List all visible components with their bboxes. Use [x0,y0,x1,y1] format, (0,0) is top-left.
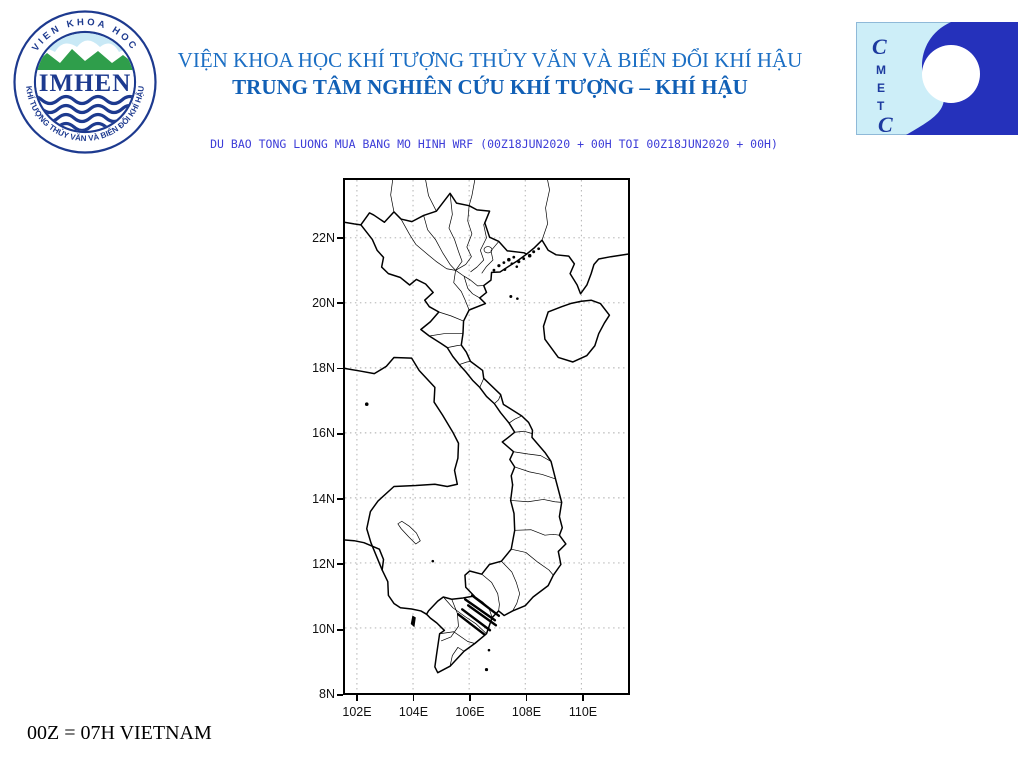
y-axis-label-22N: 22N [312,230,335,245]
map-plot-region: 22N 20N 18N 16N 14N 12N 10N 8N 102E 104E 106E 108E 1… [280,170,720,745]
y-axis-tick [337,237,343,239]
metc-letter-c1: C [872,34,887,59]
y-axis-tick [337,694,343,696]
laos-thailand-border [345,356,460,485]
y-axis-label-16N: 16N [312,426,335,441]
y-axis-tick [337,432,343,435]
cambodia-thailand-border [366,483,459,571]
x-axis-label-106E: 106E [455,705,485,719]
mekong-estuary-channels [457,594,501,636]
map-frame [343,178,630,695]
y-axis-tick [337,563,343,566]
metc-letter-t: T [877,99,885,113]
metc-letters: C M E T C [872,34,893,137]
con-dao-island [484,667,489,672]
china-vietnam-border [360,192,528,255]
lat-lon-gridlines [345,180,628,693]
imhen-logo: IMHEN VIEN KHOA HOC KHÍ TƯỢNG THỦY VĂN V… [10,4,160,154]
y-axis-label-12N: 12N [312,556,335,571]
institute-title: VIỆN KHOA HỌC KHÍ TƯỢNG THỦY VĂN VÀ BIẾN… [177,48,803,72]
y-axis-tick [337,498,343,501]
y-axis-label-10N: 10N [312,622,335,637]
china-coast [525,239,628,295]
tonle-sap-lake [397,520,421,545]
metc-logo-graphic: C M E T C [856,22,1018,137]
metc-letter-m: M [876,63,886,77]
y-axis-tick [337,302,343,305]
x-axis-tick [469,695,471,701]
x-axis-label-102E: 102E [342,705,372,719]
center-title: TRUNG TÂM NGHIÊN CỨU KHÍ TƯỢNG – KHÍ HẬU [232,75,748,99]
metc-white-swoosh [922,45,980,103]
vietnam-map [345,180,628,693]
imhen-mountains [36,49,134,72]
imhen-acronym: IMHEN [39,70,132,97]
gulf-of-thailand-coast [345,539,428,615]
hainan-island [542,299,611,363]
metc-letter-c2: C [878,112,893,135]
x-axis-label-104E: 104E [398,705,429,719]
vietnam-laos-border [360,224,516,486]
china-laos-border [345,221,362,226]
vietnam-coastline [425,253,567,674]
y-axis-label-18N: 18N [312,361,335,376]
x-axis-tick [412,695,415,701]
imhen-logo-graphic: IMHEN VIEN KHOA HOC KHÍ TƯỢNG THỦY VĂN V… [13,10,157,154]
y-axis-label-14N: 14N [312,491,335,506]
y-axis-label-8N: 8N [319,687,335,702]
forecast-subtitle: DU BAO TONG LUONG MUA BANG MO HINH WRF (… [210,137,778,151]
time-note: 00Z = 07H VIETNAM [27,722,212,744]
vietnam-cambodia-border [425,484,516,615]
imhen-band [36,70,134,95]
country-borders [345,192,628,674]
x-axis-label-110E: 110E [568,705,598,719]
metc-logo: C M E T C [856,22,1018,137]
x-axis-tick [582,695,584,701]
x-axis-tick [525,695,528,701]
phu-quoc-island [410,615,416,628]
x-axis-label-108E: 108E [511,705,542,719]
y-axis-label-20N: 20N [312,295,335,310]
metc-letter-e: E [877,81,885,95]
y-axis-tick [337,628,343,631]
islands [364,247,541,672]
imhen-cloud [36,40,134,66]
province-boundaries [390,180,562,667]
header-title-block: VIỆN KHOA HỌC KHÍ TƯỢNG THỦY VĂN VÀ BIẾN… [160,48,820,99]
x-axis-tick [356,695,358,701]
y-axis-tick [337,367,343,370]
